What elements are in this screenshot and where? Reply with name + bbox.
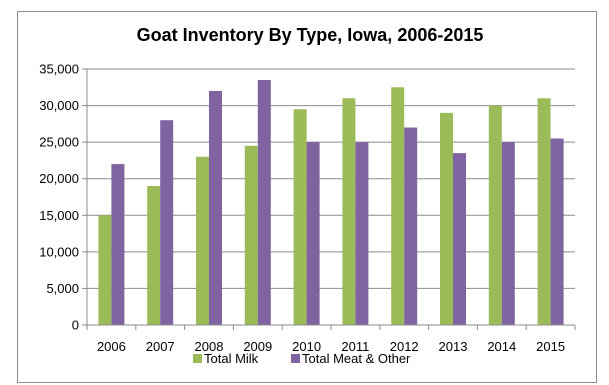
x-tick-label: 2013	[439, 339, 468, 354]
bar-total-meat-other-2010	[306, 142, 320, 325]
bar-total-milk-2012	[391, 87, 405, 326]
y-tick-label: 5,000	[46, 281, 79, 296]
y-tick-label: 25,000	[39, 135, 79, 150]
y-tick-label: 30,000	[39, 98, 79, 113]
x-tick-label: 2008	[195, 339, 224, 354]
legend: Total Milk Total Meat & Other	[193, 351, 411, 366]
legend-label-total-meat-other: Total Meat & Other	[302, 351, 411, 366]
bar-total-meat-other-2013	[453, 153, 466, 325]
x-tick-label: 2006	[97, 339, 126, 354]
y-tick-label: 10,000	[39, 244, 79, 259]
bar-total-milk-2011	[342, 98, 356, 325]
bar-total-milk-2013	[440, 112, 453, 325]
bar-total-meat-other-2012	[404, 127, 418, 325]
bar-total-meat-other-2008	[209, 90, 222, 325]
bar-total-milk-2008	[196, 156, 209, 325]
legend-swatch-total-milk	[193, 354, 202, 363]
legend-label-total-milk: Total Milk	[204, 351, 259, 366]
bar-total-meat-other-2006	[111, 164, 125, 325]
bar-total-milk-2007	[147, 186, 161, 325]
bar-total-milk-2010	[293, 109, 307, 325]
bar-total-meat-other-2014	[501, 142, 515, 325]
bar-total-meat-other-2007	[160, 120, 174, 325]
x-tick-label: 2007	[146, 339, 175, 354]
x-tick-label: 2014	[487, 339, 516, 354]
y-tick-label: 0	[72, 318, 79, 333]
y-tick-label: 20,000	[39, 171, 79, 186]
bar-total-meat-other-2011	[355, 142, 369, 325]
axes	[82, 68, 576, 330]
y-tick-labels: 0 5,000 10,000 15,000 20,000 25,000 30,000 35,0…	[39, 62, 79, 333]
legend-swatch-total-meat-other	[291, 354, 300, 363]
x-tick-label: 2015	[536, 339, 565, 354]
y-tick-label: 35,000	[39, 62, 79, 77]
x-tick-label: 2010	[292, 339, 321, 354]
bar-total-meat-other-2009	[257, 79, 271, 325]
bar-total-milk-2014	[488, 105, 502, 325]
x-tick-label: 2012	[390, 339, 419, 354]
bar-total-milk-2006	[98, 215, 112, 325]
x-tick-label: 2011	[341, 339, 369, 354]
bar-total-milk-2015	[537, 98, 551, 325]
x-tick-labels: 2006 2007 2008 2009 2010 2011 2012 2013 2014 2015	[97, 339, 565, 354]
bar-total-milk-2009	[244, 145, 258, 325]
x-tick-label: 2009	[243, 339, 272, 354]
chart-title: Goat Inventory By Type, Iowa, 2006-2015	[137, 25, 484, 45]
bars	[98, 79, 564, 326]
y-tick-label: 15,000	[39, 208, 79, 223]
bar-total-meat-other-2015	[550, 138, 564, 325]
